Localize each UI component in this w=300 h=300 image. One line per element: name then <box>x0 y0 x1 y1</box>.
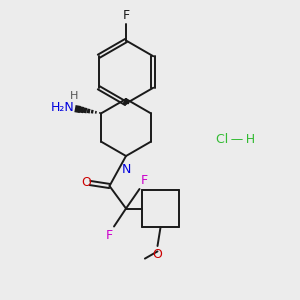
Text: F: F <box>105 229 112 242</box>
Text: F: F <box>141 174 148 187</box>
Text: H: H <box>70 91 79 101</box>
Text: O: O <box>81 176 91 190</box>
Polygon shape <box>123 99 129 103</box>
Text: O: O <box>153 248 162 261</box>
Text: F: F <box>122 9 130 22</box>
Text: H₂N: H₂N <box>51 101 74 114</box>
Text: Cl — H: Cl — H <box>216 133 255 146</box>
Text: N: N <box>121 163 131 176</box>
